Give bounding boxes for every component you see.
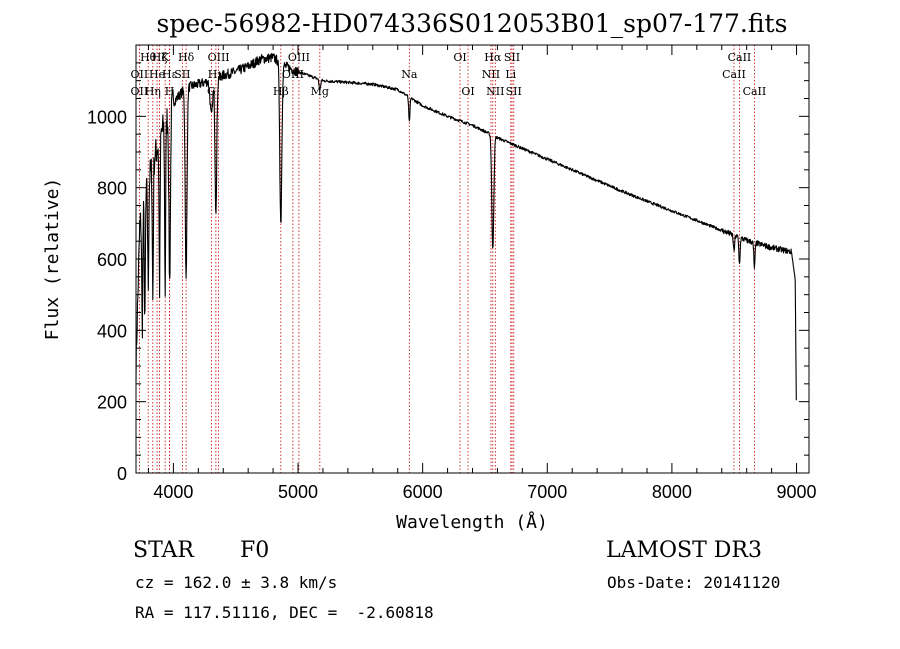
emission-line-labels: OIIOIIHθHηHeHζKHHεSIIHδGHγOIIIHβOIIIOIII…	[131, 51, 767, 98]
x-axis-label: Wavelength (Å)	[396, 511, 548, 533]
line-label-4072: SII	[174, 68, 190, 81]
line-label-3727: OII	[131, 85, 149, 98]
line-label-6548: NII	[482, 68, 500, 81]
line-label-3727: OII	[131, 68, 149, 81]
y-axis-ticks: 0 200 400 600 800 1000	[87, 62, 809, 484]
line-label-3970: Hε	[162, 68, 178, 81]
line-label-6707: Li	[505, 68, 516, 81]
line-label-3798: Hθ	[140, 51, 157, 64]
y-axis-label: Flux (relative)	[42, 178, 63, 341]
observation-date: Obs-Date: 20141120	[607, 573, 781, 592]
y-tick-label-200: 200	[97, 393, 127, 413]
x-tick-label-5000: 5000	[278, 482, 318, 502]
line-label-3835: Hη	[145, 85, 161, 98]
survey-name: LAMOST DR3	[606, 538, 762, 563]
line-label-5893: Na	[401, 68, 418, 81]
emission-line-markers	[138, 45, 755, 473]
spectral-subclass: F0	[240, 538, 270, 563]
line-label-4363: OIII	[208, 51, 230, 64]
redshift-velocity: cz = 162.0 ± 3.8 km/s	[135, 573, 338, 592]
line-label-8542: CaII	[728, 51, 752, 64]
line-label-6300: OI	[453, 51, 466, 64]
y-tick-label-400: 400	[97, 321, 127, 341]
line-label-6583: NII	[486, 85, 504, 98]
object-type: STAR	[133, 538, 194, 563]
x-tick-label-7000: 7000	[527, 482, 567, 502]
line-label-4862: Hβ	[273, 85, 289, 98]
line-label-6717: SII	[504, 51, 520, 64]
line-label-3869: He	[149, 68, 165, 81]
x-axis-ticks: 4000 5000 6000 7000 8000 9000	[147, 45, 817, 502]
x-tick-label-9000: 9000	[777, 482, 817, 502]
sky-coordinates: RA = 117.51116, DEC = -2.60818	[135, 603, 434, 622]
line-label-5007: OIII	[288, 51, 310, 64]
y-tick-label-600: 600	[97, 250, 127, 270]
chart-title: spec-56982-HD074336S012053B01_sp07-177.f…	[157, 9, 788, 38]
line-label-6563: Hα	[484, 51, 502, 64]
y-tick-label-0: 0	[117, 464, 127, 484]
spectrum-line	[135, 52, 797, 401]
line-label-5175: Mg	[311, 85, 329, 98]
line-label-3969: H	[165, 85, 175, 98]
line-label-3934: K	[161, 51, 170, 64]
x-tick-label-8000: 8000	[652, 482, 692, 502]
line-label-4102: Hδ	[178, 51, 195, 64]
y-tick-label-1000: 1000	[87, 107, 127, 127]
y-tick-label-800: 800	[97, 179, 127, 199]
line-label-8498: CaII	[722, 68, 746, 81]
line-label-3889: Hζ	[152, 51, 168, 64]
x-tick-label-4000: 4000	[153, 482, 193, 502]
line-label-6364: OI	[461, 85, 474, 98]
line-label-8662: CaII	[743, 85, 767, 98]
x-tick-label-6000: 6000	[403, 482, 443, 502]
plot-frame	[135, 44, 810, 474]
line-label-4305: G	[207, 85, 216, 98]
line-label-6731: SII	[506, 85, 522, 98]
